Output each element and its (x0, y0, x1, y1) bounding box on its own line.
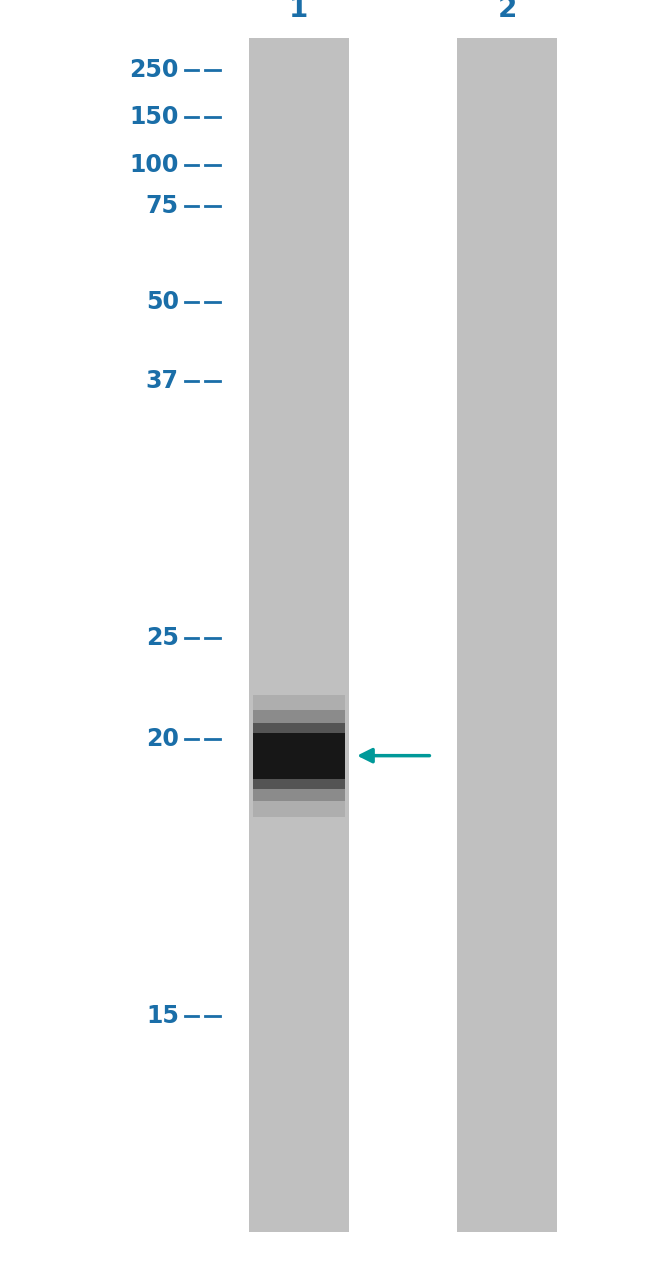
Text: 25: 25 (146, 626, 179, 649)
Text: 150: 150 (129, 105, 179, 128)
Text: 50: 50 (146, 291, 179, 314)
Bar (456, 38, 558, 1232)
Bar (248, 38, 350, 1232)
Text: 37: 37 (146, 370, 179, 392)
Text: 250: 250 (129, 58, 179, 81)
Bar (252, 723, 346, 789)
Text: 1: 1 (289, 0, 309, 23)
Text: 20: 20 (146, 728, 179, 751)
Text: 2: 2 (497, 0, 517, 23)
Bar (252, 733, 346, 779)
Bar (252, 695, 346, 817)
Text: 75: 75 (146, 194, 179, 217)
Text: 100: 100 (129, 154, 179, 177)
Text: 15: 15 (146, 1005, 179, 1027)
Bar (252, 710, 346, 801)
